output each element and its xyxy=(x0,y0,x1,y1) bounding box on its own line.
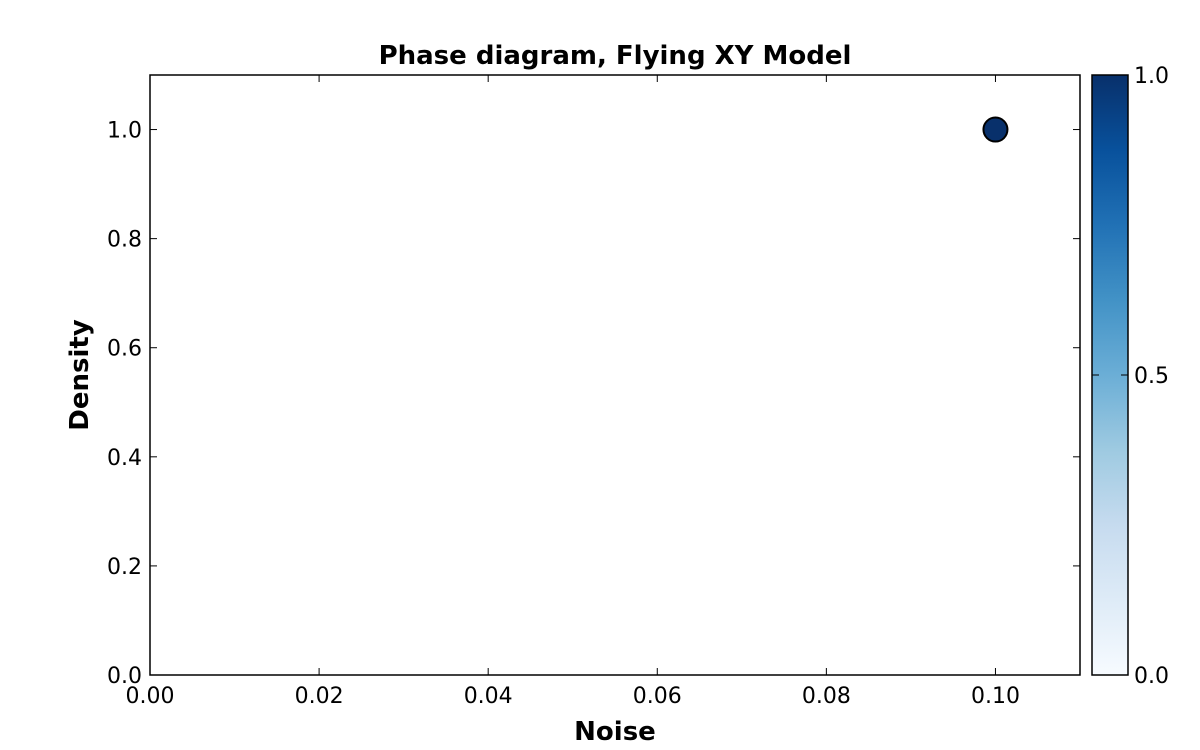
colorbar-tick-label: 0.0 xyxy=(1134,664,1169,689)
x-axis: 0.00 0.02 0.04 0.06 0.08 0.10 xyxy=(126,75,1020,709)
chart-title: Phase diagram, Flying XY Model xyxy=(379,41,852,71)
y-tick-label: 0.6 xyxy=(107,337,142,362)
y-tick-label: 0.2 xyxy=(107,555,142,580)
x-tick-label: 0.06 xyxy=(633,684,682,709)
x-tick-label: 0.08 xyxy=(802,684,851,709)
y-tick-label: 1.0 xyxy=(107,119,142,144)
data-point xyxy=(982,116,1009,143)
y-tick-label: 0.8 xyxy=(107,228,142,253)
x-tick-label: 0.00 xyxy=(126,684,175,709)
y-axis-title: Density xyxy=(65,319,95,431)
y-axis: 0.0 0.2 0.4 0.6 0.8 1.0 xyxy=(107,119,1080,689)
x-tick-label: 0.10 xyxy=(971,684,1020,709)
plot-frame xyxy=(149,74,1081,676)
data-points xyxy=(982,116,1009,143)
plot-area xyxy=(150,75,1080,675)
x-axis-title: Noise xyxy=(574,717,656,747)
colorbar-tick-label: 1.0 xyxy=(1134,64,1169,89)
colorbar-tick-label: 0.5 xyxy=(1134,364,1169,389)
x-tick-label: 0.04 xyxy=(464,684,513,709)
colorbar-ticks: 0.0 0.5 1.0 xyxy=(1092,64,1169,689)
y-tick-label: 0.4 xyxy=(107,446,142,471)
x-tick-label: 0.02 xyxy=(295,684,344,709)
y-tick-label: 0.0 xyxy=(107,664,142,689)
